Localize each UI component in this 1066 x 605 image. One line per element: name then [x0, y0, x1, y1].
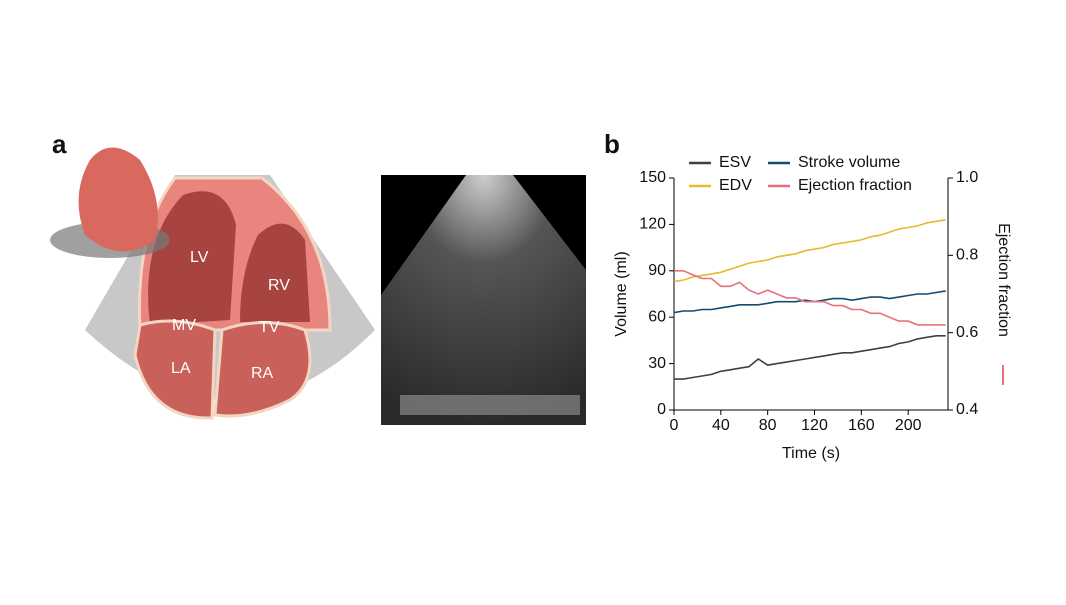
ultrasound-image — [381, 175, 586, 425]
y2-tick-label: 0.6 — [956, 324, 978, 341]
x-tick-label: 200 — [895, 417, 922, 434]
x-tick-label: 80 — [759, 417, 777, 434]
panel-label: b — [604, 129, 620, 159]
y2-tick-label: 0.4 — [956, 401, 978, 418]
y2-tick-label: 1.0 — [956, 169, 978, 186]
x-tick-label: 120 — [801, 417, 828, 434]
x-axis-label: Time (s) — [782, 445, 840, 462]
heart-label: TV — [259, 319, 280, 336]
legend-label: Ejection fraction — [798, 177, 912, 194]
panel-label: a — [52, 129, 67, 159]
heart-illustration: LV RV MV TV LA RA — [50, 147, 375, 420]
series-line — [674, 335, 946, 380]
y-tick-label: 60 — [648, 308, 666, 325]
legend-label: EDV — [719, 177, 752, 194]
heart-label: LA — [171, 360, 191, 377]
heart-label: LV — [190, 249, 209, 266]
x-tick-label: 160 — [848, 417, 875, 434]
y-tick-label: 0 — [657, 401, 666, 418]
heart-label: MV — [172, 317, 196, 334]
x-tick-label: 40 — [712, 417, 730, 434]
series-line — [674, 270, 946, 326]
legend-label: Stroke volume — [798, 154, 900, 171]
y-axis-label: Volume (ml) — [613, 251, 630, 336]
legend-label: ESV — [719, 154, 751, 171]
heart-label: RA — [251, 365, 274, 382]
heart-label: RV — [268, 277, 290, 294]
x-tick-label: 0 — [670, 417, 679, 434]
y-tick-label: 90 — [648, 262, 666, 279]
y2-tick-label: 0.8 — [956, 247, 978, 264]
y-tick-label: 150 — [639, 169, 666, 186]
y2-axis-label: Ejection fraction — [995, 223, 1012, 337]
y-tick-label: 120 — [639, 216, 666, 233]
series-line — [673, 219, 946, 283]
y-tick-label: 30 — [648, 355, 666, 372]
